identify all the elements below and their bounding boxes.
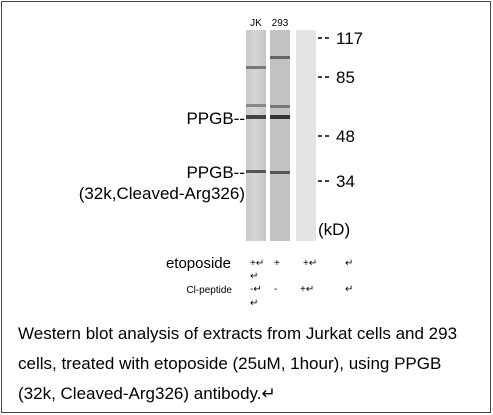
band — [246, 104, 266, 107]
band — [246, 115, 266, 119]
band — [246, 66, 266, 69]
treatment-label: Cl-peptide — [186, 285, 232, 296]
treatment-sign: ↵ — [345, 258, 353, 269]
treatment-sign: - — [274, 284, 277, 295]
caption-line: cells, treated with etoposide (25uM, 1ho… — [18, 354, 441, 373]
band — [270, 115, 290, 119]
marker-label: 48 — [336, 127, 355, 146]
treatment-sign: ↵ — [250, 271, 258, 282]
treatment-sign: ↵ — [250, 298, 258, 309]
band-label: PPGB-- — [186, 109, 245, 128]
lane-label: JK — [250, 18, 262, 29]
blot — [246, 30, 316, 241]
band — [246, 170, 266, 173]
band — [270, 56, 290, 59]
marker-label: 85 — [336, 68, 355, 87]
lane — [270, 30, 290, 241]
band-label: (32k,Cleaved-Arg326) — [79, 184, 245, 203]
unit-label: (kD) — [318, 220, 350, 239]
lane-label: 293 — [272, 18, 289, 29]
marker-label: 117 — [336, 29, 363, 48]
treatment-sign: -↵ — [250, 284, 262, 295]
treatment-sign: ↵ — [345, 284, 353, 295]
band — [270, 105, 290, 108]
treatment-sign: +↵ — [300, 284, 314, 295]
caption-line: (32k, Cleaved-Arg326) antibody.↵ — [18, 384, 276, 403]
lane — [246, 30, 266, 241]
signs: +↵ ↵ + +↵ ↵ -↵ ↵ - +↵ ↵ — [250, 258, 353, 309]
lane — [296, 30, 316, 241]
treatment-sign: +↵ — [303, 258, 317, 269]
band — [270, 171, 290, 174]
band-label: PPGB-- — [186, 163, 245, 182]
marker-dashes — [318, 37, 332, 182]
marker-label: 34 — [336, 172, 355, 191]
treatment-sign: + — [274, 258, 280, 269]
caption-line: Western blot analysis of extracts from J… — [18, 324, 457, 343]
treatment-label: etoposide — [166, 255, 231, 272]
treatment-sign: +↵ — [250, 258, 264, 269]
